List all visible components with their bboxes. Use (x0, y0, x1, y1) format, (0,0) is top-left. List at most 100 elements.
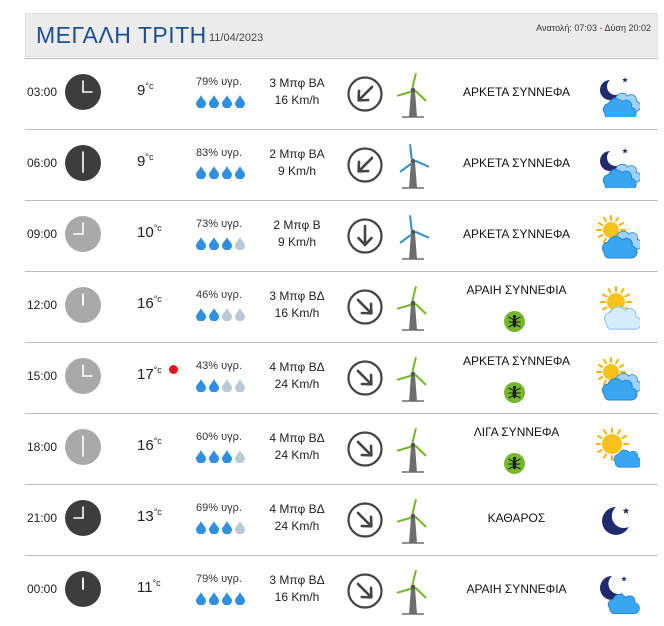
drop-empty-icon (235, 308, 245, 321)
temperature: 10°c (137, 223, 162, 241)
drop-filled-icon (209, 237, 219, 250)
wind-direction-arrow-icon (346, 217, 384, 255)
alert-dot-icon (169, 365, 178, 374)
temperature-unit: °c (152, 578, 161, 588)
temperature: 9°c (137, 81, 153, 99)
wind-turbine-icon (393, 355, 433, 405)
temperature-unit: °c (145, 81, 154, 91)
humidity-label: 60% υγρ. (196, 431, 242, 443)
time-label: 06:00 (27, 156, 58, 170)
humidity-drops (195, 378, 255, 392)
humidity-label: 79% υγρ. (196, 573, 242, 585)
sun-times: Ανατολή: 07:03 - Δύση 20:02 (536, 23, 651, 33)
drop-empty-icon (235, 379, 245, 392)
wind-direction-arrow-icon (346, 501, 384, 539)
temperature: 17°c (137, 365, 162, 383)
wind-turbine-icon (393, 497, 433, 547)
wind-turbine-icon (393, 213, 433, 263)
drop-filled-icon (196, 592, 206, 605)
drop-filled-icon (222, 592, 232, 605)
day-date: 11/04/2023 (209, 32, 264, 44)
clock-icon (65, 287, 101, 323)
forecast-row: 06:00 9°c 83% υγρ. 2 Μπφ ΒΑ 9 Km/h ΑΡΚΕΤΑ ΣΥΝ… (25, 129, 658, 200)
drop-filled-icon (209, 592, 219, 605)
temperature-value: 11 (137, 579, 153, 596)
wind-info: 4 Μπφ ΒΔ 24 Km/h (257, 359, 337, 393)
drop-filled-icon (196, 521, 206, 534)
wind-beaufort: 3 Μπφ ΒΔ (269, 289, 325, 303)
time-label: 21:00 (27, 511, 58, 525)
time-label: 18:00 (27, 440, 58, 454)
humidity-label: 69% υγρ. (196, 502, 242, 514)
wind-speed: 24 Km/h (274, 448, 320, 462)
clock-icon (65, 74, 101, 110)
day-title: ΜΕΓΑΛΗ ΤΡΙΤΗ (36, 22, 207, 48)
wind-speed: 24 Km/h (274, 377, 320, 391)
sunrise-text: Ανατολή: 07:03 (536, 23, 597, 33)
humidity-drops (195, 307, 255, 321)
drop-filled-icon (222, 237, 232, 250)
wind-speed: 16 Km/h (274, 306, 320, 320)
moon-cloud-icon (596, 570, 640, 615)
wind-speed: 9 Km/h (277, 235, 316, 249)
drop-filled-icon (235, 95, 245, 108)
drop-empty-icon (235, 450, 245, 463)
forecast-row: 00:00 11°c 79% υγρ. 3 Μπφ ΒΔ 16 Km/h ΑΡΑΙΗ ΣΥ… (25, 555, 658, 626)
drop-filled-icon (222, 95, 232, 108)
mosquito-icon (504, 311, 525, 332)
moon-clear-icon (596, 499, 640, 543)
drop-filled-icon (196, 308, 206, 321)
temperature-value: 17 (137, 366, 154, 383)
wind-speed: 24 Km/h (274, 519, 320, 533)
clock-icon (65, 145, 101, 181)
time-label: 12:00 (27, 298, 58, 312)
wind-beaufort: 2 Μπφ ΒΑ (269, 147, 325, 161)
drop-filled-icon (222, 521, 232, 534)
drop-filled-icon (196, 237, 206, 250)
temperature-value: 9 (137, 153, 146, 170)
drop-filled-icon (209, 166, 219, 179)
humidity-drops (195, 236, 255, 250)
wind-beaufort: 4 Μπφ ΒΔ (269, 502, 325, 516)
temperature-unit: °c (153, 223, 162, 233)
sun-clouds-icon (596, 357, 642, 401)
sun-behind-cloud-icon (596, 286, 642, 330)
temperature-value: 9 (137, 82, 146, 99)
drop-filled-icon (209, 521, 219, 534)
condition-label: ΑΡΑΙΗ ΣΥΝΝΕΦΙΑ (466, 582, 567, 596)
temperature-unit: °c (153, 294, 162, 304)
wind-info: 2 Μπφ ΒΑ 9 Km/h (257, 146, 337, 180)
time-label: 09:00 (27, 227, 58, 241)
clock-icon (65, 500, 101, 536)
day-header: ΜΕΓΑΛΗ ΤΡΙΤΗ 11/04/2023 Ανατολή: 07:03 -… (25, 13, 658, 57)
drop-filled-icon (196, 166, 206, 179)
sun-small-cloud-icon (595, 427, 643, 472)
sun-separator: - (596, 23, 605, 33)
humidity-label: 79% υγρ. (196, 76, 242, 88)
wind-info: 3 Μπφ ΒΑ 16 Km/h (257, 75, 337, 109)
humidity-drops (195, 520, 255, 534)
sunset-text: Δύση 20:02 (604, 23, 651, 33)
drop-empty-icon (222, 379, 232, 392)
wind-speed: 16 Km/h (274, 93, 320, 107)
wind-info: 4 Μπφ ΒΔ 24 Km/h (257, 430, 337, 464)
wind-turbine-icon (393, 142, 433, 192)
condition-label: ΑΡΚΕΤΑ ΣΥΝΝΕΦΑ (462, 354, 571, 368)
moon-clouds-icon (596, 144, 641, 191)
condition-label: ΑΡΑΙΗ ΣΥΝΝΕΦΙΑ (466, 283, 567, 297)
wind-info: 3 Μπφ ΒΔ 16 Km/h (257, 572, 337, 606)
time-label: 00:00 (27, 582, 58, 596)
temperature: 11°c (137, 578, 161, 596)
drop-filled-icon (196, 379, 206, 392)
wind-direction-arrow-icon (346, 572, 384, 610)
mosquito-icon (504, 453, 525, 474)
drop-filled-icon (196, 450, 206, 463)
temperature-value: 13 (137, 508, 154, 525)
temperature-unit: °c (153, 436, 162, 446)
clock-icon (65, 429, 101, 465)
wind-beaufort: 4 Μπφ ΒΔ (269, 360, 325, 374)
humidity-drops (195, 94, 255, 108)
forecast-row: 18:00 16°c 60% υγρ. 4 Μπφ ΒΔ 24 Km/h ΛΙΓΑ ΣΥΝ… (25, 413, 658, 484)
drop-filled-icon (235, 592, 245, 605)
forecast-row: 09:00 10°c 73% υγρ. 2 Μπφ Β 9 Km/h ΑΡΚΕΤΑ ΣΥΝ… (25, 200, 658, 271)
